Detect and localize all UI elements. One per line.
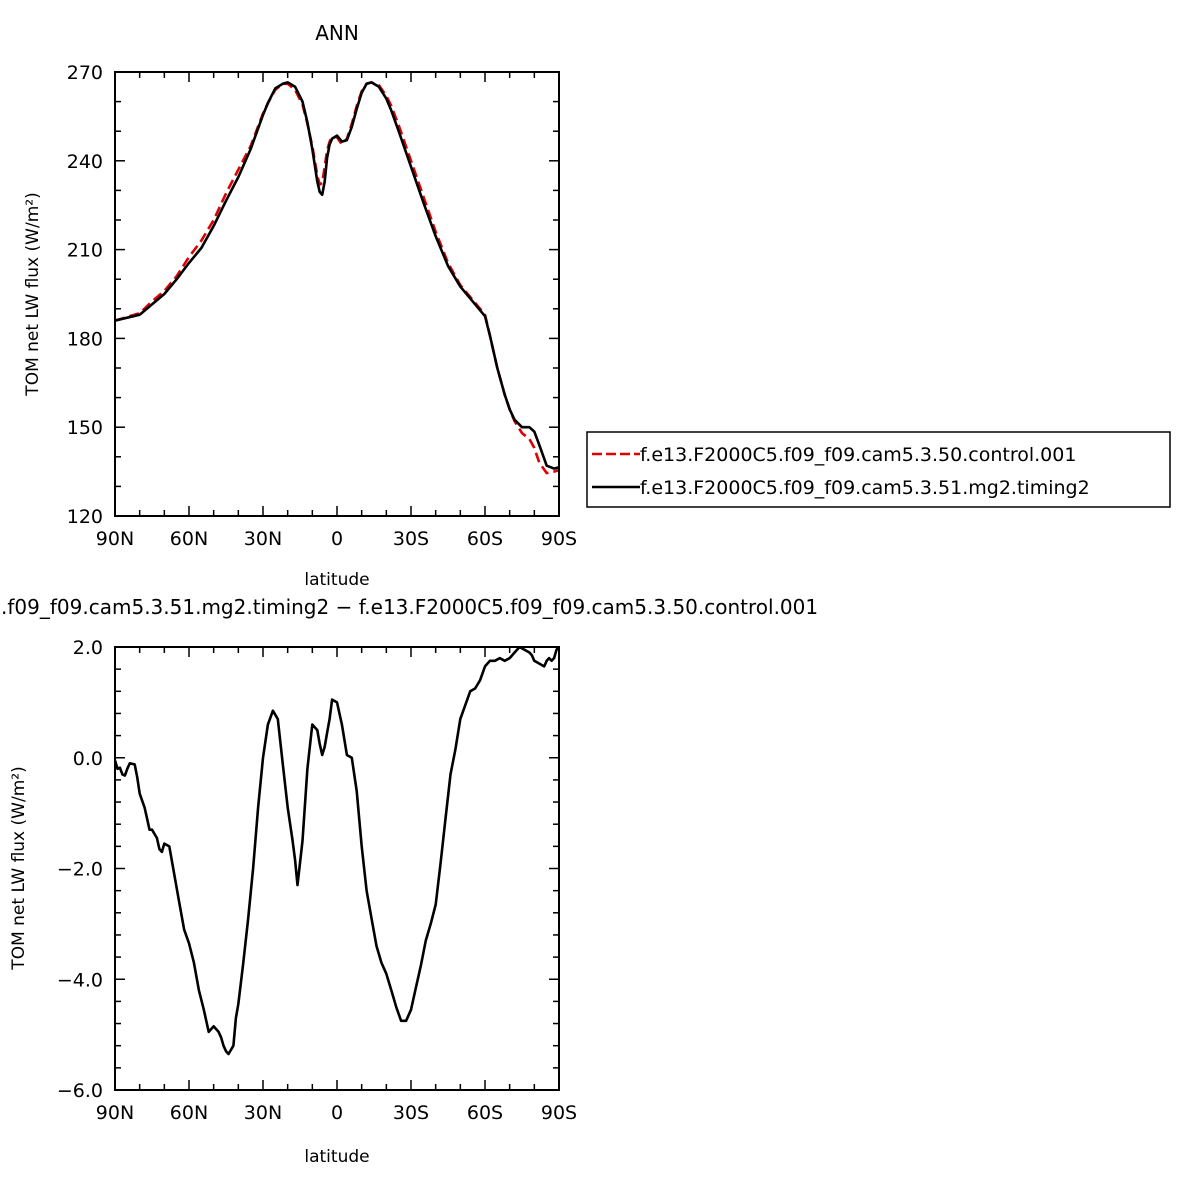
y-tick-label: −2.0 [57,859,103,881]
y-tick-label: 210 [67,240,103,262]
x-tick-label: 0 [331,528,343,550]
x-tick-label: 90N [96,528,134,550]
y-tick-label: 2.0 [73,637,103,659]
x-tick-label: 90S [541,528,577,550]
y-tick-label: 270 [67,62,103,84]
legend-label-control: f.e13.F2000C5.f09_f09.cam5.3.50.control.… [640,444,1076,466]
legend: f.e13.F2000C5.f09_f09.cam5.3.50.control.… [586,431,1171,508]
legend-box [586,431,1171,508]
x-tick-label: 60N [170,528,208,550]
top-panel: ANN 90N 60N 30N 0 30S 60S 90S 120 150 180 210 240 27… [23,21,577,590]
x-tick-label: 30N [244,1102,282,1124]
top-axis-ticks: 90N 60N 30N 0 30S 60S 90S 120 150 180 210 240 270 [67,62,577,550]
x-tick-label: 60N [170,1102,208,1124]
legend-label-test: f.e13.F2000C5.f09_f09.cam5.3.51.mg2.timi… [640,477,1090,499]
bottom-plot-frame [114,646,560,1091]
x-tick-label: 30S [393,528,429,550]
x-tick-label: 60S [467,528,503,550]
y-tick-label: 180 [67,328,103,350]
top-panel-title: ANN [315,21,359,45]
top-y-axis-label: TOM net LW flux (W/m²) [23,192,43,396]
y-tick-label: 150 [67,417,103,439]
bottom-y-axis-label: TOM net LW flux (W/m²) [9,766,29,970]
x-tick-label: 60S [467,1102,503,1124]
y-tick-label: 0.0 [73,748,103,770]
top-plot-frame [114,71,560,517]
bottom-series-lines [115,647,559,1056]
x-tick-label: 30S [393,1102,429,1124]
bottom-x-axis-label: latitude [304,1147,369,1167]
x-tick-label: 90S [541,1102,577,1124]
x-tick-label: 30N [244,528,282,550]
bottom-panel: f.e13.F2000C5.f09_f09.cam5.3.51.mg2.timi… [0,595,818,1167]
top-series-line-1 [115,81,559,470]
x-tick-label: 0 [331,1102,343,1124]
y-tick-label: 120 [67,506,103,528]
x-tick-label: 90N [96,1102,134,1124]
bottom-series-line-0 [115,647,559,1056]
top-x-axis-label: latitude [304,570,369,590]
y-tick-label: −6.0 [57,1080,103,1102]
y-tick-label: 240 [67,151,103,173]
top-series-lines [115,81,559,475]
bottom-panel-title: f.e13.F2000C5.f09_f09.cam5.3.51.mg2.timi… [0,595,818,619]
y-tick-label: −4.0 [57,969,103,991]
